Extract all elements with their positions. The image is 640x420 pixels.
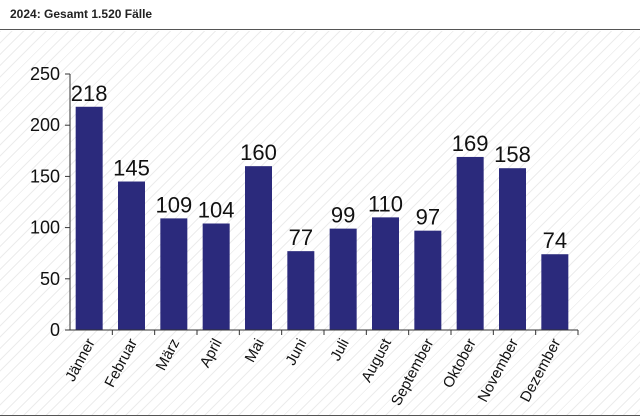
x-category-label: August [358,335,395,385]
bar [118,181,145,330]
x-category-label: März [153,336,184,373]
x-category-label: Oktober [440,336,480,391]
data-label: 110 [368,191,403,216]
data-label: 104 [198,198,235,223]
x-category-label: April [197,336,226,370]
bar [75,106,103,330]
bar [541,254,569,330]
data-label: 99 [331,203,355,228]
bar [202,223,230,330]
data-label: 109 [155,192,192,217]
bar [456,156,484,330]
data-label: 169 [452,131,489,156]
data-label: 74 [543,228,567,253]
x-axis: Jänner Februar März April Mai Juni Juli AugustS… [62,329,579,409]
y-axis: 0 50 100 150 200 250 [30,64,71,340]
x-category-label: November [475,336,522,405]
chart-title: 2024: Gesamt 1.520 Fälle [10,7,153,21]
x-category-label: Mai [242,336,268,365]
data-label: 218 [71,81,108,106]
header: 2024: Gesamt 1.520 Fälle [0,0,640,30]
data-label: 77 [289,225,313,250]
y-tick-label: 100 [30,218,60,238]
y-tick-label: 50 [40,269,60,289]
y-tick-label: 0 [50,320,60,340]
bar [499,168,526,330]
footer-divider [0,415,640,416]
x-category-label: Juli [327,336,353,364]
data-label: 97 [416,205,440,230]
bar [414,230,442,330]
y-tick-label: 250 [30,64,60,84]
x-category-label: Jänner [62,336,99,384]
bar [245,166,272,330]
y-tick-label: 150 [30,166,60,186]
bar [160,218,188,330]
data-label: 160 [240,140,277,165]
bars [75,106,569,330]
data-label: 158 [494,142,531,167]
bar [287,251,315,330]
bar [372,217,399,330]
chart-area [0,31,640,415]
x-category-label: September [388,336,437,409]
x-category-label: Juni [282,336,310,368]
bar [329,228,357,330]
x-category-label: Februar [101,336,141,390]
y-tick-label: 200 [30,115,60,135]
data-label: 145 [113,156,150,181]
x-category-label: Dezember [517,336,564,405]
